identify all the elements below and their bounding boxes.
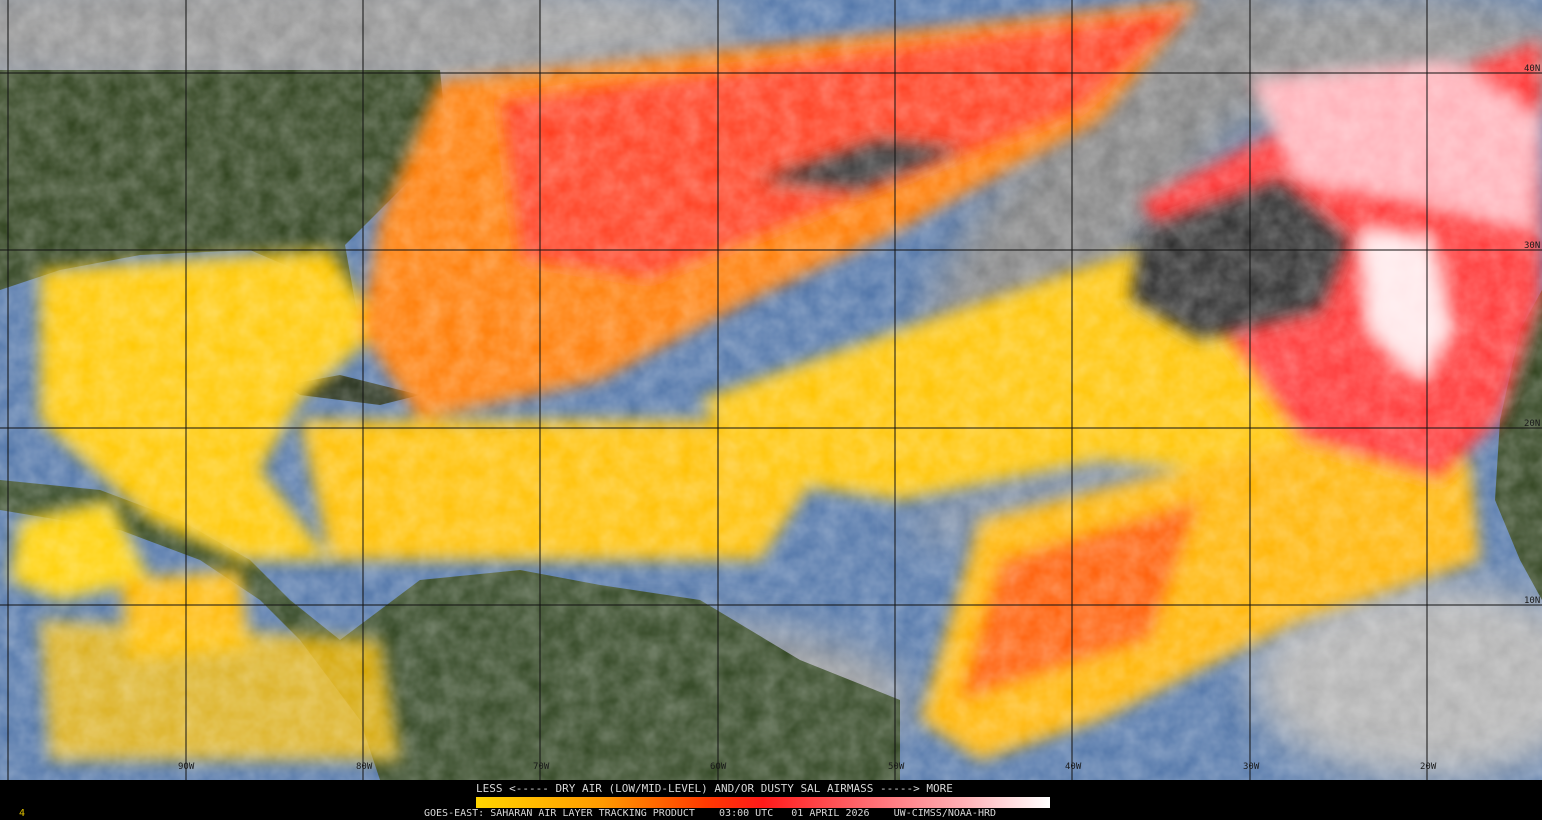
product-time: 03:00 UTC xyxy=(719,808,774,819)
longitude-label: 20W xyxy=(1420,762,1437,772)
longitude-label: 90W xyxy=(178,762,195,772)
longitude-label: 50W xyxy=(888,762,905,772)
latitude-label: 10N xyxy=(1524,596,1541,606)
lat-lon-grid xyxy=(0,0,1542,780)
longitude-label: 60W xyxy=(710,762,727,772)
latitude-label: 20N xyxy=(1524,419,1541,429)
texture-overlay xyxy=(0,0,1542,780)
longitude-label: 70W xyxy=(533,762,550,772)
frame-indicator: 4 xyxy=(19,808,26,819)
sal-colorbar xyxy=(476,797,1050,808)
satellite-map xyxy=(0,0,1542,780)
product-caption: GOES-EAST: SAHARAN AIR LAYER TRACKING PR… xyxy=(424,808,996,819)
longitude-label: 40W xyxy=(1065,762,1082,772)
product-date: 01 APRIL 2026 xyxy=(791,808,870,819)
longitude-label: 80W xyxy=(356,762,373,772)
product-name: GOES-EAST: SAHARAN AIR LAYER TRACKING PR… xyxy=(424,808,695,819)
product-credit: UW-CIMSS/NOAA-HRD xyxy=(893,808,997,819)
longitude-label: 30W xyxy=(1243,762,1260,772)
latitude-label: 40N xyxy=(1524,64,1541,74)
latitude-label: 30N xyxy=(1524,241,1541,251)
legend-title: LESS <----- DRY AIR (LOW/MID-LEVEL) AND/… xyxy=(476,782,953,795)
